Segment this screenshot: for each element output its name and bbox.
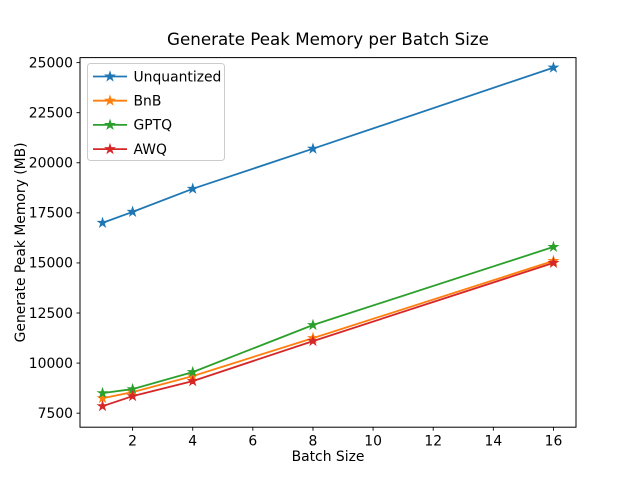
y-tick-label: 17500 <box>29 206 73 222</box>
series-marker-awq <box>186 374 199 387</box>
legend-box <box>87 63 225 161</box>
chart-title: Generate Peak Memory per Batch Size <box>167 29 489 49</box>
legend-item-label: Unquantized <box>134 69 222 85</box>
series-marker-gptq <box>96 386 109 399</box>
x-tick-label: 14 <box>484 434 502 450</box>
legend-item-bnb: BnB <box>93 94 161 110</box>
y-tick-label: 22500 <box>29 105 73 121</box>
legend-marker <box>104 94 116 106</box>
y-axis-label: Generate Peak Memory (MB) <box>13 142 29 342</box>
y-tick-label: 7500 <box>38 406 73 422</box>
plot-area: 2 4 6 8 10 12 14 16 7500 10000 12500 15000 17500 2000… <box>29 55 577 450</box>
series-marker-unquantized <box>186 182 199 194</box>
legend-item-gptq: GPTQ <box>93 118 172 134</box>
legend-item-label: AWQ <box>134 142 167 158</box>
legend-marker <box>104 70 116 82</box>
x-tick-label: 6 <box>248 434 257 450</box>
series-marker-awq <box>547 256 560 269</box>
axes-frame <box>79 57 577 428</box>
series-marker-gptq <box>547 240 560 252</box>
y-tick-label: 10000 <box>29 356 73 372</box>
x-tick-label: 12 <box>424 434 442 450</box>
legend-marker <box>104 118 116 130</box>
series-marker-unquantized <box>126 205 139 217</box>
x-axis-label: Batch Size <box>292 449 365 465</box>
series-marker-unquantized <box>306 142 319 154</box>
legend-item-awq: AWQ <box>93 142 167 158</box>
x-tick-label: 16 <box>545 434 563 450</box>
series-marker-unquantized <box>96 216 109 228</box>
x-tick-label: 2 <box>128 434 137 450</box>
x-tick-label: 10 <box>364 434 382 450</box>
series-marker-awq <box>306 334 319 347</box>
y-tick-label: 12500 <box>29 306 73 322</box>
x-tick-label: 8 <box>309 434 318 450</box>
series-marker-gptq <box>306 318 319 331</box>
legend-item-label: BnB <box>134 94 162 110</box>
legend: Unquantized BnB GPTQ AWQ <box>87 63 225 161</box>
series-marker-awq <box>96 399 109 412</box>
y-tick-label: 25000 <box>29 55 73 71</box>
y-tick-label: 20000 <box>29 156 73 172</box>
series-marker-unquantized <box>547 61 560 73</box>
series-marker-awq <box>126 389 139 402</box>
series-marker-gptq <box>186 365 199 378</box>
legend-marker <box>104 142 116 155</box>
x-tick-label: 4 <box>188 434 197 450</box>
y-tick-label: 15000 <box>29 256 73 272</box>
legend-item-unquantized: Unquantized <box>93 69 221 85</box>
legend-item-label: GPTQ <box>134 118 173 134</box>
